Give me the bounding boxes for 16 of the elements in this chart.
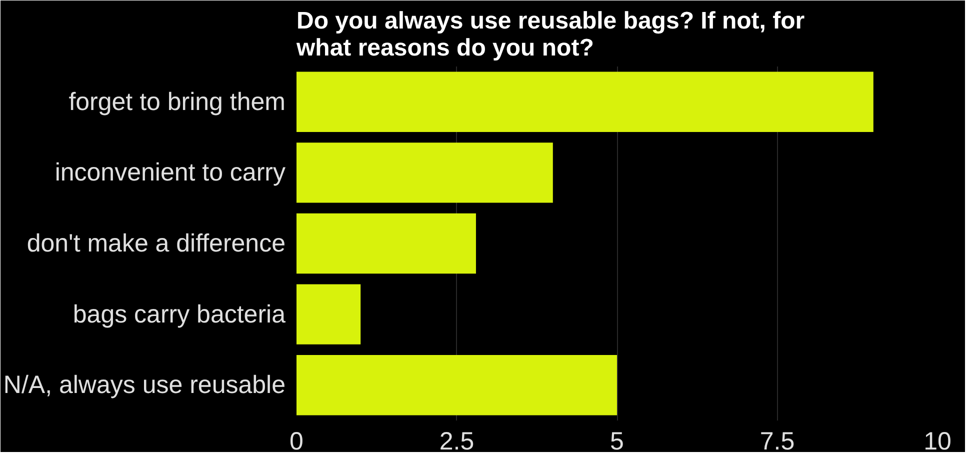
x-tick-label: 0 [290,428,304,456]
bar [296,213,476,274]
x-tick-label: 2.5 [439,428,474,456]
bar [296,284,361,344]
y-tick-label: don't make a difference [26,230,286,258]
y-tick-label: bags carry bacteria [72,300,286,328]
x-tick-label: 5 [610,428,624,456]
y-tick-label: N/A, always use reusable [3,371,286,400]
bar [296,355,617,416]
x-tick-label: 10 [924,428,952,456]
y-tick-label: forget to bring them [68,88,286,116]
chart-title: Do you always use reusable bags? If not, for what reasons do you not? [296,8,805,62]
bar [296,72,874,132]
bar [296,142,553,203]
x-tick-label: 7.5 [760,428,795,456]
y-tick-label: inconvenient to carry [54,158,286,187]
